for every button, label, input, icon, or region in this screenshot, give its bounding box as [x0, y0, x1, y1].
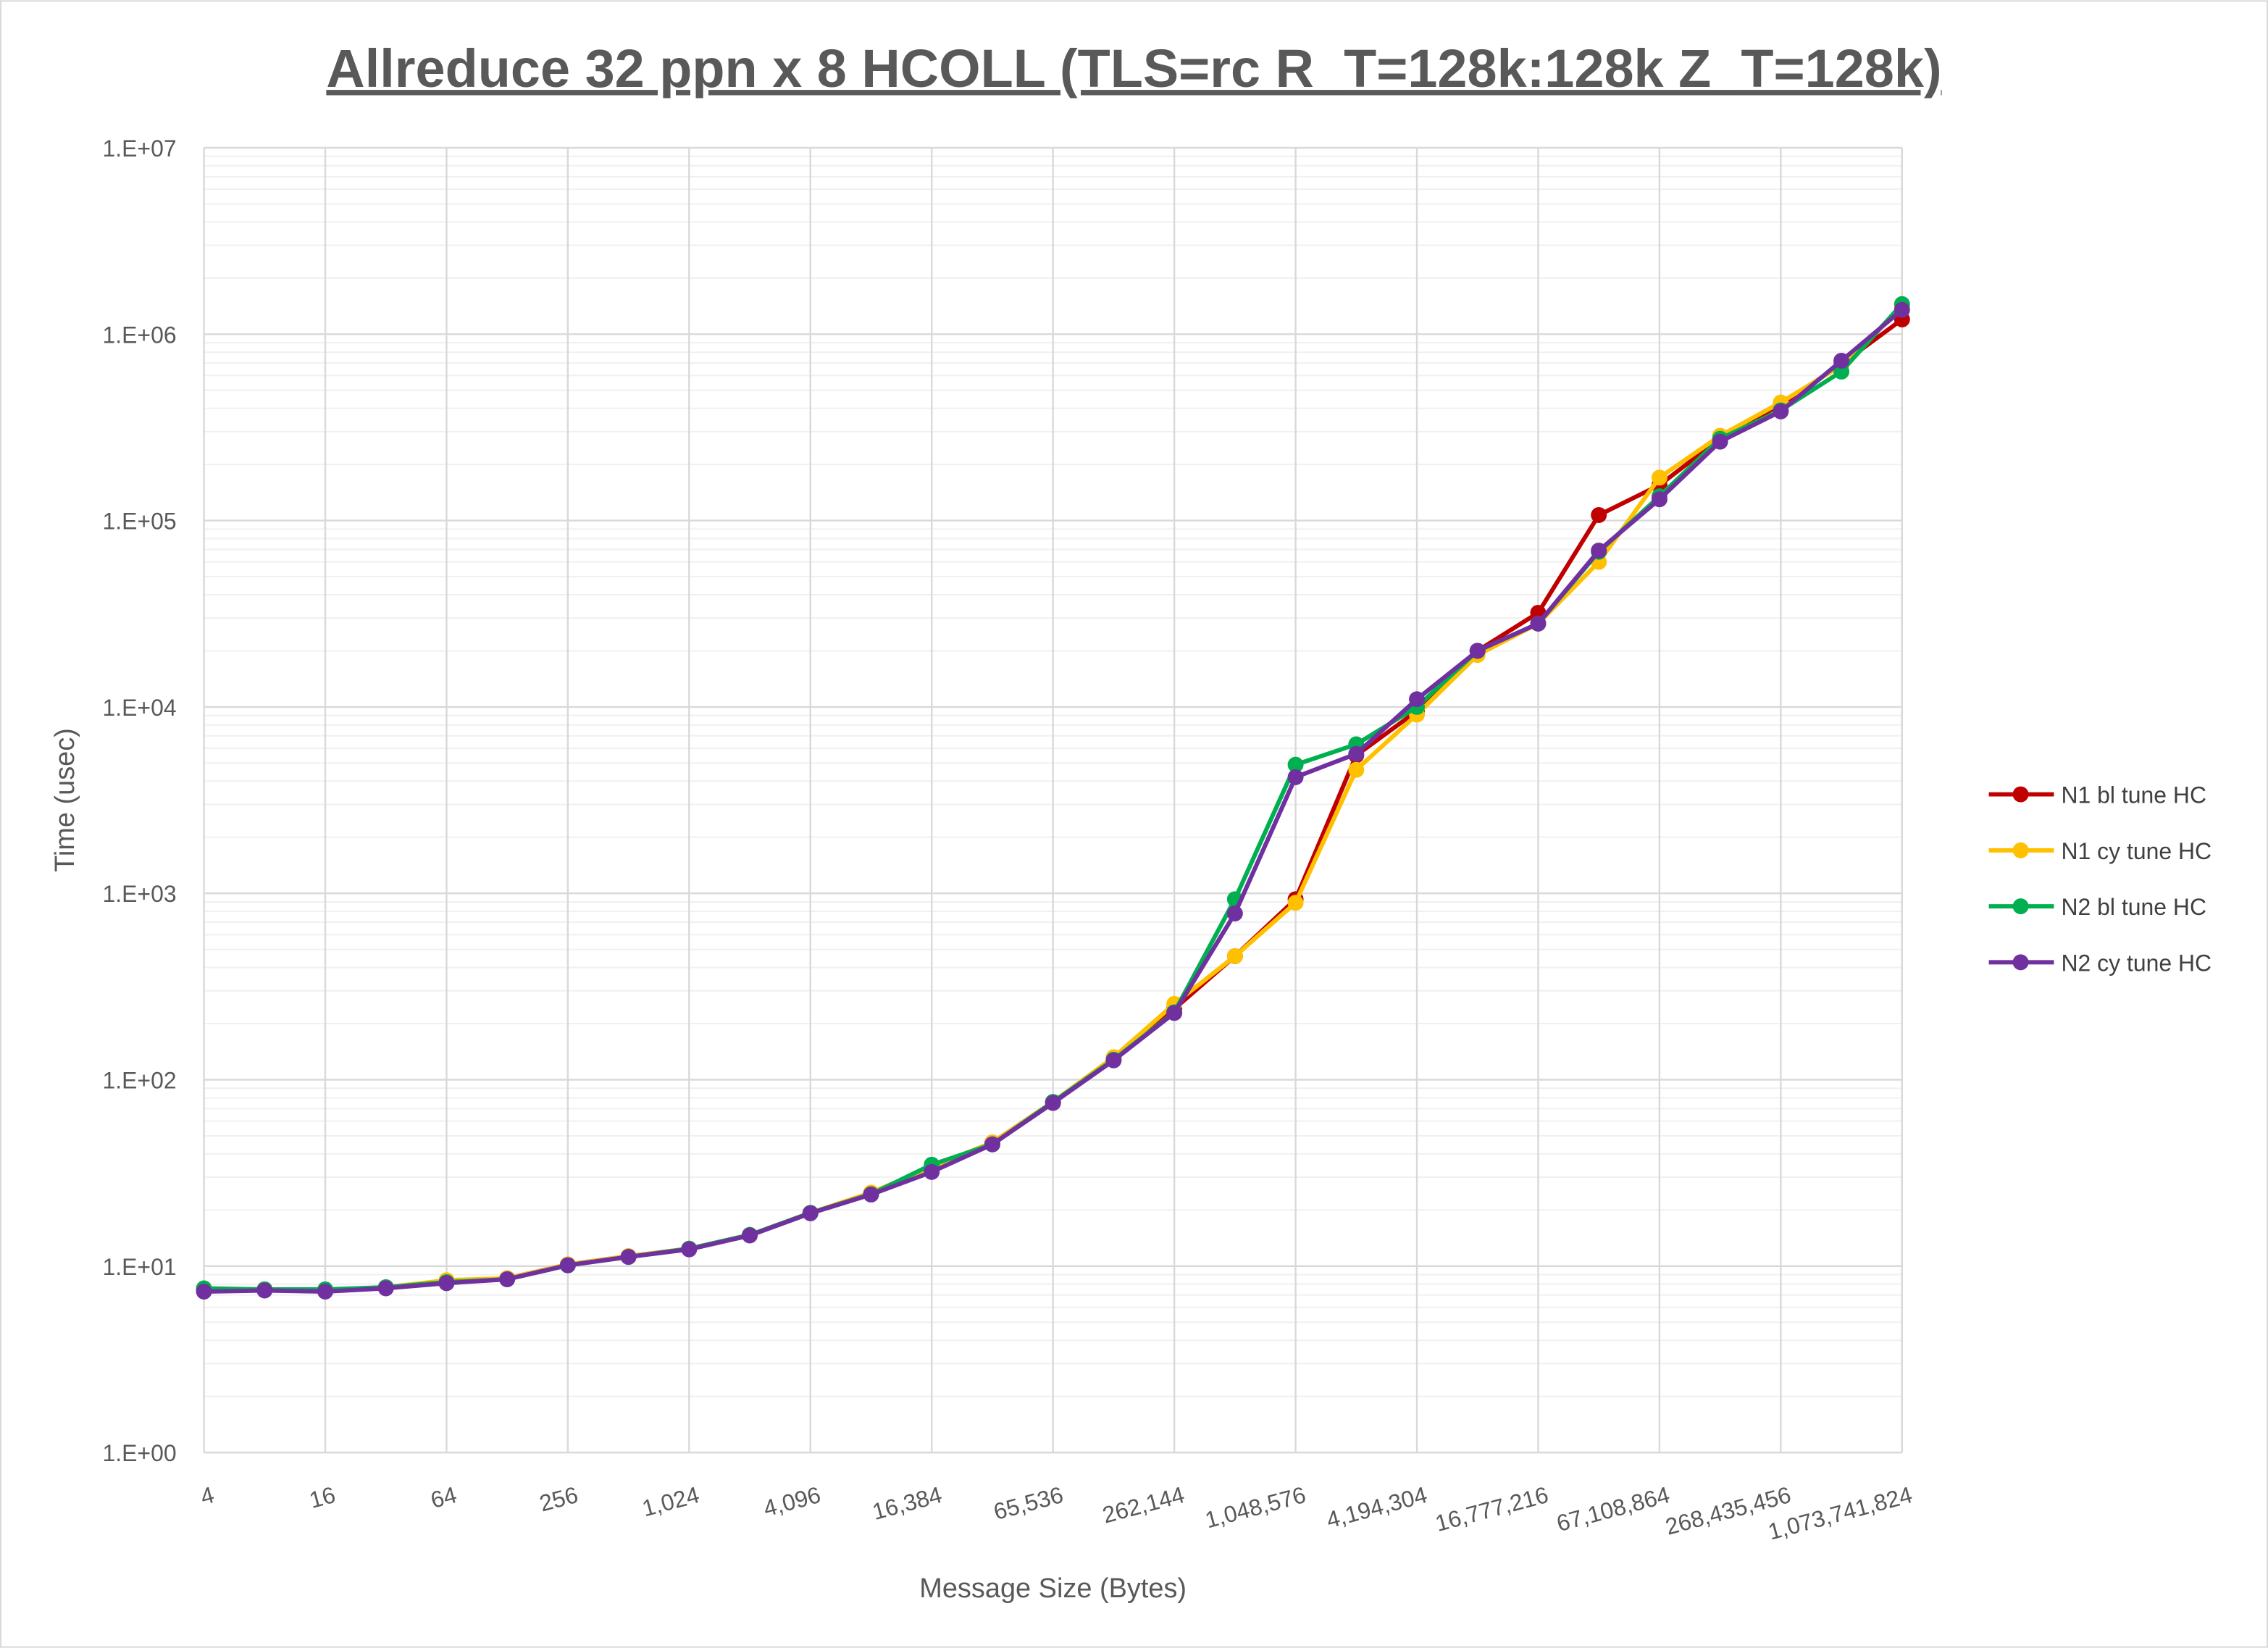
y-tick-label: 1.E+07	[102, 135, 176, 162]
y-tick-label: 1.E+05	[102, 509, 176, 535]
data-point	[1833, 353, 1850, 369]
legend-label: N1 bl tune HC	[2061, 782, 2206, 808]
y-axis-tick-labels: 1.E+00 1.E+01 1.E+02 1.E+03 1.E+04 1.E+05 1.E+…	[102, 135, 176, 1466]
data-point	[1591, 507, 1607, 524]
series-group	[196, 296, 1910, 1300]
data-point	[984, 1136, 1000, 1153]
legend-label: N2 cy tune HC	[2061, 950, 2211, 976]
x-tick-label: 64	[428, 1481, 460, 1513]
data-point	[1348, 761, 1365, 778]
data-point	[317, 1283, 333, 1300]
data-point	[802, 1205, 819, 1221]
data-point	[196, 1283, 212, 1300]
data-point	[1045, 1095, 1061, 1111]
data-point	[1712, 433, 1728, 450]
data-point	[1894, 301, 1910, 318]
data-point	[1226, 905, 1243, 921]
legend-label: N1 cy tune HC	[2061, 838, 2211, 864]
data-point	[1773, 403, 1789, 419]
data-point	[1287, 895, 1304, 911]
legend: N1 bl tune HC N1 cy tune HC N2 bl tune HC N…	[1988, 782, 2211, 976]
legend-entry: N1 cy tune HC	[1988, 838, 2211, 864]
legend-label: N2 bl tune HC	[2061, 894, 2206, 920]
series-n2-cy-tune-hc	[196, 301, 1910, 1300]
data-point	[377, 1280, 394, 1297]
y-tick-label: 1.E+01	[102, 1254, 176, 1280]
data-point	[499, 1271, 516, 1287]
data-point	[1409, 691, 1426, 708]
y-tick-label: 1.E+02	[102, 1067, 176, 1093]
legend-marker	[2012, 786, 2029, 803]
y-axis-label: Time (usec)	[50, 728, 80, 872]
x-axis-label: Message Size (Bytes)	[919, 1573, 1187, 1604]
gridlines	[203, 146, 1904, 1454]
data-point	[1530, 615, 1547, 632]
x-tick-label: 16	[306, 1481, 338, 1513]
data-point	[681, 1241, 698, 1258]
legend-marker	[2012, 954, 2029, 971]
legend-entry: N2 bl tune HC	[1988, 894, 2206, 920]
legend-marker	[2012, 842, 2029, 858]
data-point	[742, 1227, 758, 1244]
legend-entry: N2 cy tune HC	[1988, 950, 2211, 976]
data-point	[256, 1282, 273, 1299]
data-point	[1105, 1052, 1122, 1068]
legend-marker	[2012, 898, 2029, 915]
legend-entry: N1 bl tune HC	[1988, 782, 2206, 808]
data-point	[438, 1275, 455, 1292]
data-point	[1287, 756, 1304, 773]
data-point	[1348, 745, 1365, 762]
y-tick-label: 1.E+00	[102, 1440, 176, 1466]
y-tick-label: 1.E+06	[102, 322, 176, 348]
data-point	[1287, 769, 1304, 785]
data-point	[1226, 948, 1243, 964]
data-point	[1591, 543, 1607, 559]
data-point	[1166, 1005, 1183, 1021]
data-point	[1651, 491, 1667, 508]
y-tick-label: 1.E+03	[102, 881, 176, 907]
data-point	[1651, 469, 1667, 486]
data-point	[924, 1163, 940, 1180]
data-point	[620, 1249, 637, 1266]
data-point	[1469, 643, 1486, 659]
data-point	[559, 1257, 576, 1273]
chart-title: Allreduce 32 ppn x 8 HCOLL (TLS=rc R_T=1…	[326, 38, 1941, 99]
data-point	[863, 1187, 879, 1203]
y-tick-label: 1.E+04	[102, 695, 176, 721]
